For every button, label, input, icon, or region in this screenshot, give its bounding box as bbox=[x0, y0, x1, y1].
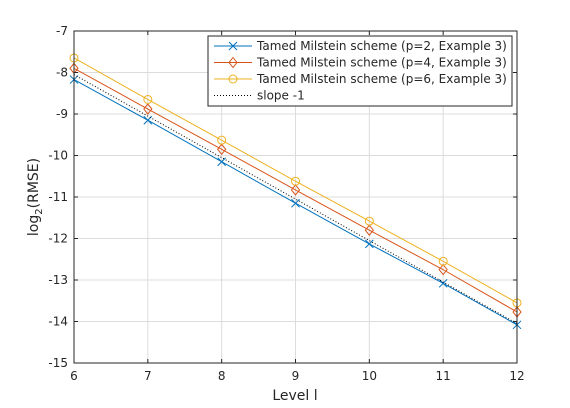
legend-marker bbox=[228, 74, 238, 84]
legend-label: Tamed Milstein scheme (p=6, Example 3) bbox=[256, 72, 507, 86]
data-point bbox=[143, 103, 153, 115]
series-layer bbox=[69, 53, 522, 330]
x-tick-label: 6 bbox=[70, 369, 78, 383]
y-tick-label: -14 bbox=[48, 315, 68, 329]
data-point bbox=[438, 263, 448, 276]
x-tick-label: 8 bbox=[218, 369, 226, 383]
data-point bbox=[291, 176, 300, 186]
y-tick-label: -9 bbox=[56, 107, 68, 121]
legend-label: Tamed Milstein scheme (p=2, Example 3) bbox=[256, 39, 507, 53]
data-point bbox=[291, 198, 300, 208]
series-line bbox=[73, 67, 518, 313]
x-tick-label: 10 bbox=[362, 369, 377, 383]
series-1 bbox=[69, 62, 522, 318]
legend-label: slope -1 bbox=[257, 89, 305, 103]
data-point bbox=[143, 94, 153, 104]
y-tick-label: -8 bbox=[56, 66, 68, 80]
y-tick-label: -11 bbox=[48, 190, 68, 204]
y-axis-label: log2(RMSE) bbox=[26, 158, 45, 236]
y-tick-label: -12 bbox=[48, 232, 68, 246]
series-line bbox=[73, 57, 518, 304]
data-point bbox=[438, 256, 448, 266]
data-point bbox=[217, 157, 227, 167]
data-point bbox=[364, 224, 374, 237]
y-axis-label-prefix: log bbox=[26, 215, 42, 236]
data-point bbox=[364, 239, 374, 249]
ticks: 6 7 8 9 10 11 12 -15 -14 -13 -12 -11 -10 -9 -8 -7 bbox=[48, 24, 524, 383]
x-tick-label: 7 bbox=[144, 369, 152, 383]
data-point bbox=[364, 216, 374, 226]
legend-item: Tamed Milstein scheme (p=4, Example 3) bbox=[214, 56, 507, 70]
legend-label: Tamed Milstein scheme (p=4, Example 3) bbox=[256, 56, 507, 70]
data-point bbox=[217, 143, 227, 156]
legend-marker bbox=[228, 56, 238, 69]
data-point bbox=[217, 135, 227, 145]
legend-box bbox=[207, 35, 513, 107]
y-tick-label: -10 bbox=[48, 149, 68, 163]
legend: Tamed Milstein scheme (p=2, Example 3) Ta… bbox=[207, 35, 513, 107]
legend-item: slope -1 bbox=[214, 89, 305, 103]
y-tick-label: -15 bbox=[48, 356, 68, 370]
x-tick-label: 9 bbox=[292, 369, 300, 383]
legend-marker bbox=[228, 41, 238, 51]
series-line bbox=[73, 74, 518, 325]
series-3 bbox=[73, 74, 518, 325]
legend-item: Tamed Milstein scheme (p=6, Example 3) bbox=[214, 72, 507, 86]
y-tick-label: -7 bbox=[56, 24, 68, 38]
legend-item: Tamed Milstein scheme (p=2, Example 3) bbox=[214, 39, 507, 53]
series-2 bbox=[69, 53, 522, 308]
data-point bbox=[290, 184, 301, 196]
x-tick-label: 11 bbox=[436, 369, 451, 383]
x-axis-label: Level l bbox=[272, 388, 317, 404]
y-axis-label-subscript: 2 bbox=[34, 208, 45, 214]
x-tick-label: 12 bbox=[509, 369, 524, 383]
y-axis-label-suffix: (RMSE) bbox=[26, 158, 42, 208]
y-tick-label: -13 bbox=[48, 273, 68, 287]
